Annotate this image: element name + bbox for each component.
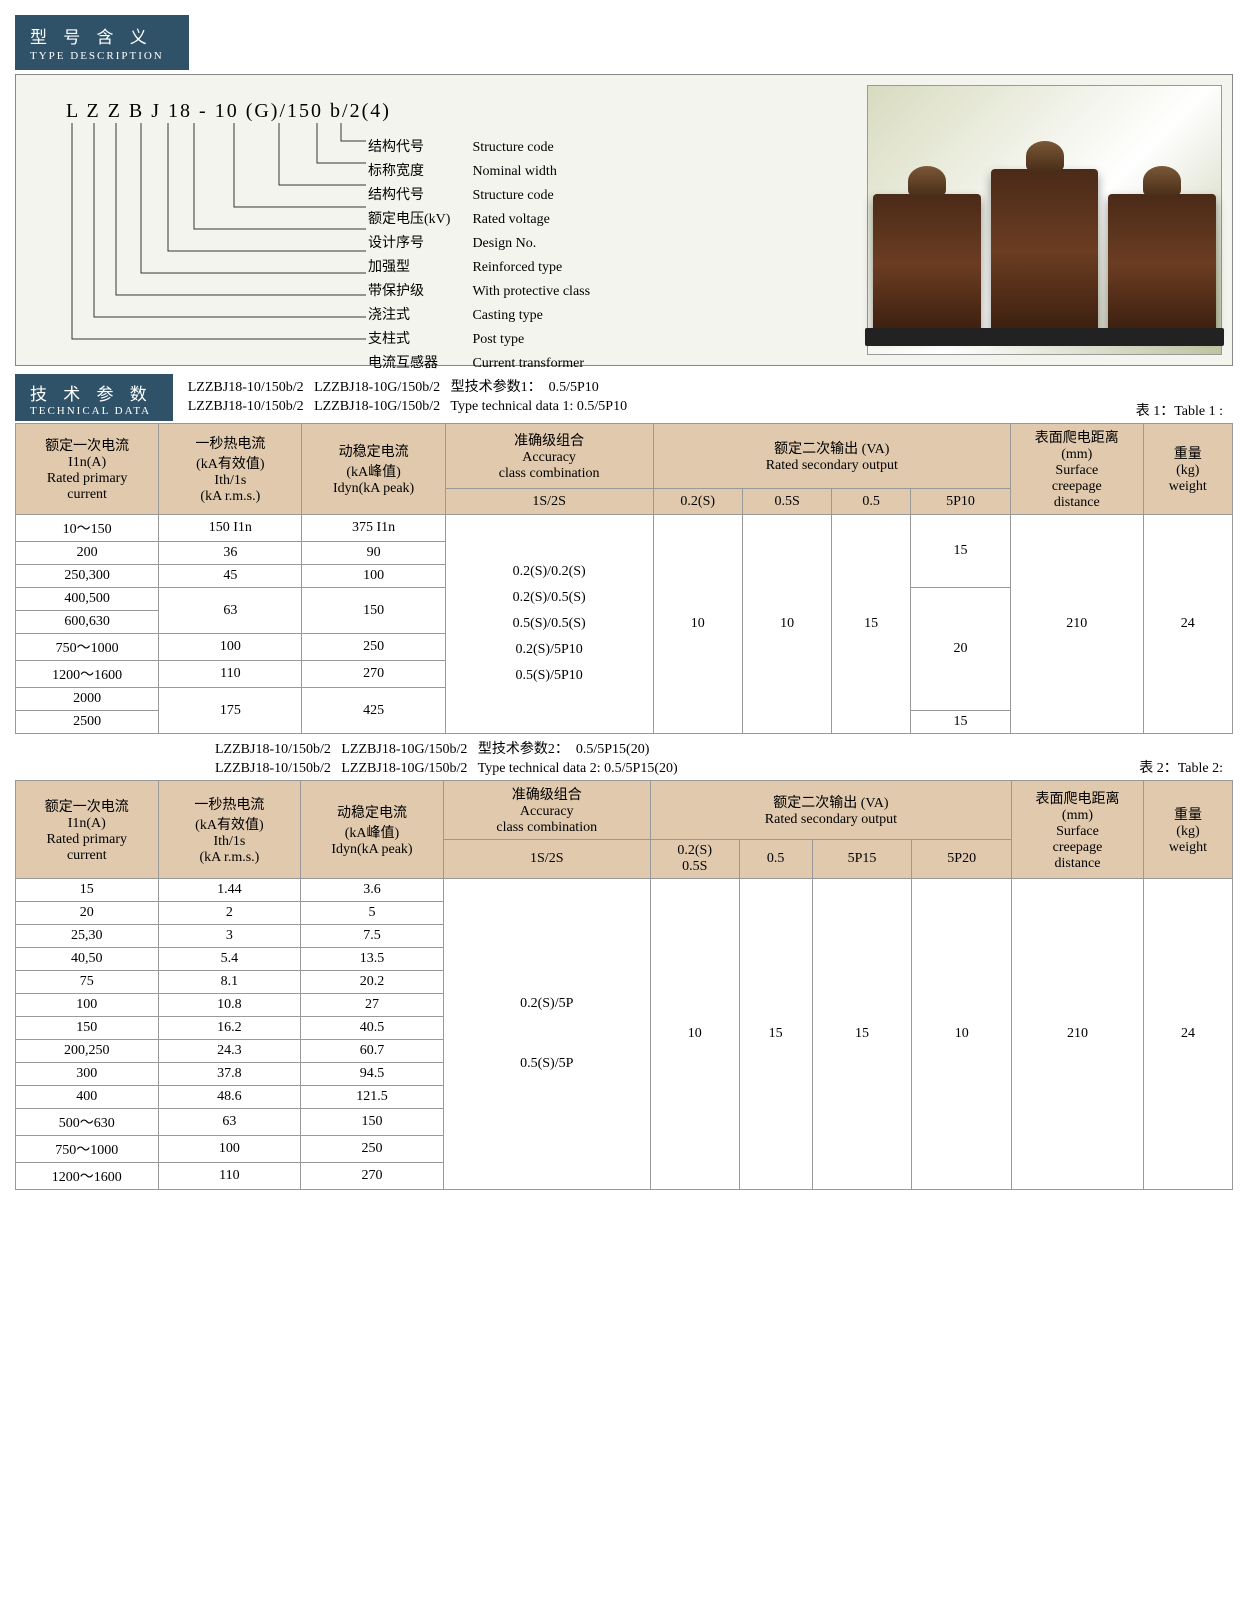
- desc-en: Current transformer: [472, 353, 610, 375]
- desc-en: Design No.: [472, 233, 610, 255]
- desc-en: Post type: [472, 329, 610, 351]
- desc-cn: 浇注式: [368, 305, 470, 327]
- desc-en: Nominal width: [472, 161, 610, 183]
- type-description-box: L Z Z B J 18 - 10 (G)/150 b/2(4) 结构代号Str…: [15, 74, 1233, 366]
- desc-en: Reinforced type: [472, 257, 610, 279]
- technical-data-header: 技 术 参 数 TECHNICAL DATA LZZBJ18-10/150b/2…: [15, 374, 1233, 421]
- desc-en: Structure code: [472, 185, 610, 207]
- desc-en: Rated voltage: [472, 209, 610, 231]
- tech-en: TECHNICAL DATA: [30, 405, 153, 417]
- table2: 额定一次电流I1n(A)Rated primarycurrent 一秒热电流(k…: [15, 780, 1233, 1190]
- bracket-lines: [66, 123, 366, 353]
- type-desc-en: TYPE DESCRIPTION: [30, 50, 164, 62]
- desc-cn: 加强型: [368, 257, 470, 279]
- type-description-header: 型 号 含 义 TYPE DESCRIPTION: [15, 15, 189, 70]
- desc-cn: 标称宽度: [368, 161, 470, 183]
- caption1: LZZBJ18-10/150b/2 LZZBJ18-10G/150b/2 型技术…: [173, 374, 1233, 421]
- table1-label: 表 1：Table 1 :: [1136, 402, 1223, 421]
- tech-bar: 技 术 参 数 TECHNICAL DATA: [15, 374, 173, 421]
- desc-en: With protective class: [472, 281, 610, 303]
- description-labels: 结构代号Structure code标称宽度Nominal width结构代号S…: [366, 135, 612, 377]
- product-image: [867, 85, 1222, 355]
- desc-cn: 结构代号: [368, 185, 470, 207]
- desc-cn: 结构代号: [368, 137, 470, 159]
- desc-cn: 设计序号: [368, 233, 470, 255]
- model-code: L Z Z B J 18 - 10 (G)/150 b/2(4): [66, 100, 391, 123]
- table2-label: 表 2：Table 2:: [1139, 759, 1223, 778]
- caption1-l1: LZZBJ18-10/150b/2 LZZBJ18-10G/150b/2 型技术…: [188, 378, 1233, 397]
- caption2: LZZBJ18-10/150b/2 LZZBJ18-10G/150b/2 型技术…: [15, 734, 1233, 778]
- caption2-l1: LZZBJ18-10/150b/2 LZZBJ18-10G/150b/2 型技术…: [215, 740, 1233, 759]
- tech-cn: 技 术 参 数: [30, 385, 153, 404]
- type-desc-cn: 型 号 含 义: [30, 28, 153, 47]
- caption1-l2: LZZBJ18-10/150b/2 LZZBJ18-10G/150b/2 Typ…: [188, 397, 1233, 416]
- desc-cn: 额定电压(kV): [368, 209, 470, 231]
- desc-en: Structure code: [472, 137, 610, 159]
- desc-cn: 带保护级: [368, 281, 470, 303]
- desc-cn: 电流互感器: [368, 353, 470, 375]
- caption2-l2: LZZBJ18-10/150b/2 LZZBJ18-10G/150b/2 Typ…: [215, 759, 1233, 778]
- table1: 额定一次电流I1n(A)Rated primarycurrent 一秒热电流(k…: [15, 423, 1233, 734]
- desc-cn: 支柱式: [368, 329, 470, 351]
- desc-en: Casting type: [472, 305, 610, 327]
